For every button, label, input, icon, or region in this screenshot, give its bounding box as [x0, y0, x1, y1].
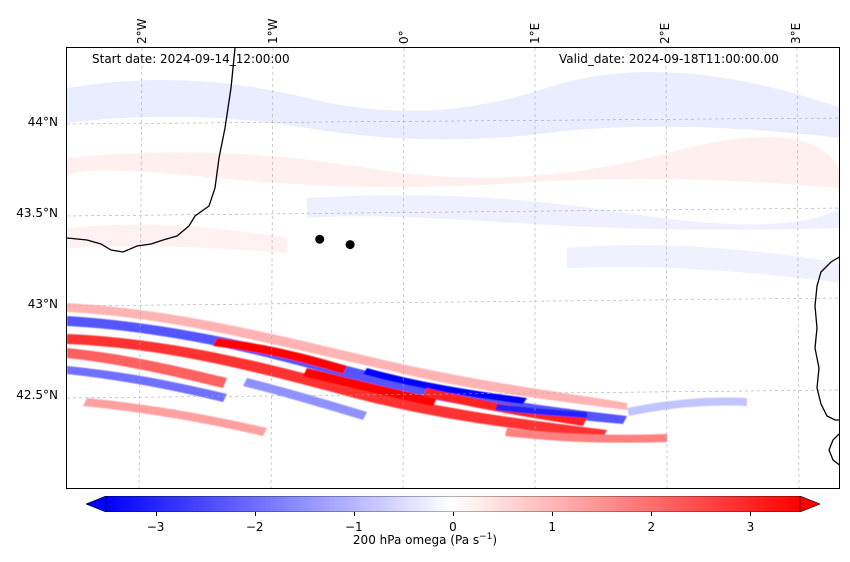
lon-label-1e: 1°E: [528, 22, 542, 44]
colorbar-label: 200 hPa omega (Pa s−1): [352, 532, 498, 547]
lon-label-2e: 2°E: [658, 22, 672, 44]
colorbar-max-extend: [799, 496, 820, 512]
colorbar-tickmark: [651, 512, 653, 516]
colorbar-tick-label: −2: [245, 520, 264, 534]
start-date-label: Start date: 2024-09-14_12:00:00: [92, 52, 290, 66]
colorbar: [86, 496, 820, 512]
gridlines: [67, 48, 839, 488]
station-point-2[interactable]: [345, 240, 355, 250]
lon-label-2w: 2°W: [135, 18, 149, 45]
lon-label-1w: 1°W: [266, 18, 280, 45]
colorbar-tickmark: [453, 512, 454, 516]
lon-label-3e: 3°E: [789, 22, 803, 44]
colorbar-tick-label: 0: [449, 520, 457, 534]
station-points: [315, 234, 355, 250]
colorbar-gradient: [105, 496, 801, 512]
lon-label-0: 0°: [397, 30, 411, 44]
colorbar-tick-label: −1: [344, 520, 363, 534]
colorbar-tick-label: 1: [548, 520, 556, 534]
colorbar-min-extend: [86, 496, 107, 512]
colorbar-tickmark: [552, 512, 554, 516]
colorbar-tick-label: 2: [647, 520, 656, 534]
colorbar-tickmark: [353, 512, 355, 516]
map-svg: [67, 48, 839, 488]
colorbar-tickmark: [750, 512, 752, 516]
map-panel[interactable]: [66, 47, 840, 489]
omega-field-background: [67, 72, 839, 283]
coastline: [67, 48, 839, 466]
lat-label-43-5n: 43.5°N: [16, 206, 58, 220]
station-point-1[interactable]: [315, 234, 325, 244]
lat-label-42-5n: 42.5°N: [16, 388, 58, 402]
colorbar-tickmark: [155, 512, 157, 516]
lat-label-44n: 44°N: [27, 115, 58, 129]
omega-wave-band: [67, 303, 747, 443]
colorbar-tickmark: [254, 512, 256, 516]
valid-date-label: Valid_date: 2024-09-18T11:00:00.00: [559, 52, 779, 66]
colorbar-tick-label: −3: [146, 520, 165, 534]
lat-label-43n: 43°N: [27, 297, 58, 311]
colorbar-tick-label: 3: [746, 520, 755, 534]
